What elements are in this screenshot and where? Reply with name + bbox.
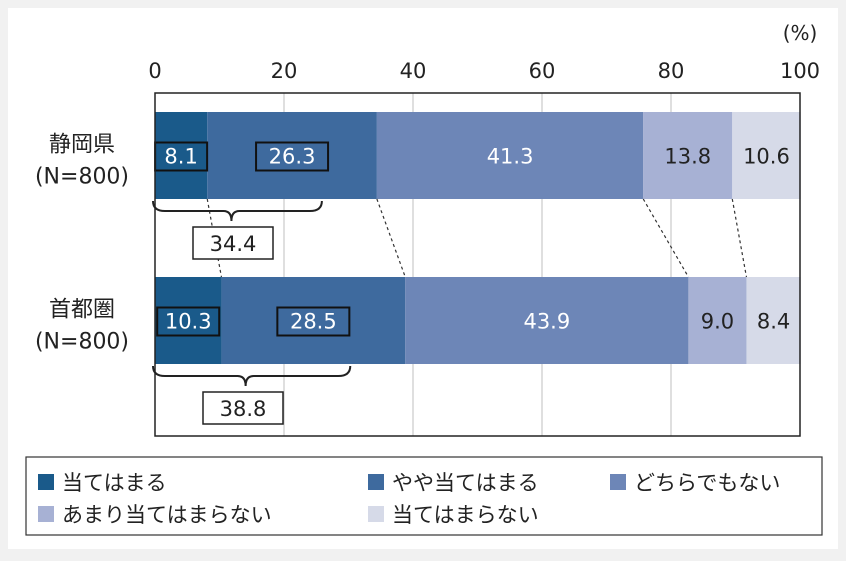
bar-segment	[732, 112, 801, 199]
data-label-box	[255, 141, 330, 172]
subtotal-label: 38.8	[220, 397, 267, 421]
bar-segment	[207, 112, 377, 199]
unit-label: (%)	[783, 21, 818, 45]
category-label: 首都圏	[49, 298, 115, 323]
x-tick-label: 100	[780, 59, 820, 83]
x-tick-label: 60	[529, 59, 556, 83]
legend-swatch	[38, 506, 54, 522]
subtotal-brace	[152, 200, 323, 222]
subtotal-brace	[152, 365, 352, 387]
data-label: 26.3	[269, 145, 316, 169]
subtotal-label: 34.4	[210, 232, 257, 256]
connector-line	[376, 198, 406, 278]
bar-segment	[155, 112, 208, 199]
legend-swatch	[368, 474, 384, 490]
data-label-box	[276, 306, 351, 337]
legend-label: 当てはまる	[62, 471, 167, 495]
plot-border	[154, 92, 801, 437]
legend-swatch	[610, 474, 626, 490]
legend-label: どちらでもない	[634, 471, 780, 495]
x-tick-label: 40	[400, 59, 427, 83]
legend-box	[25, 456, 823, 536]
bar-segment	[688, 277, 747, 364]
data-label: 10.3	[165, 310, 212, 334]
category-subtitle: (N=800)	[35, 330, 129, 355]
bar-segment	[376, 112, 644, 199]
bar-segment	[643, 112, 733, 199]
x-tick-label: 20	[271, 59, 298, 83]
subtotal-box	[192, 226, 274, 260]
data-label: 9.0	[701, 310, 734, 334]
legend-swatch	[38, 474, 54, 490]
bar-segment	[155, 277, 222, 364]
data-label: 43.9	[523, 310, 570, 334]
data-label-box	[156, 306, 221, 337]
data-label: 13.8	[664, 145, 711, 169]
connector-line	[731, 198, 748, 278]
bar-segment	[405, 277, 689, 364]
category-subtitle: (N=800)	[35, 165, 129, 190]
legend-label: 当てはまらない	[392, 503, 539, 527]
x-tick-label: 80	[658, 59, 685, 83]
legend-label: やや当てはまる	[392, 471, 539, 495]
bar-segment	[221, 277, 406, 364]
legend-label: あまり当てはまらない	[62, 503, 272, 527]
data-label: 10.6	[743, 145, 790, 169]
data-label: 41.3	[487, 145, 534, 169]
data-label: 8.4	[757, 310, 790, 334]
bar-segment	[746, 277, 801, 364]
data-label: 8.1	[164, 145, 197, 169]
x-tick-label: 0	[148, 59, 161, 83]
subtotal-box	[202, 391, 284, 425]
category-label: 静岡県	[49, 133, 115, 158]
data-label: 28.5	[290, 310, 337, 334]
legend-swatch	[368, 506, 384, 522]
